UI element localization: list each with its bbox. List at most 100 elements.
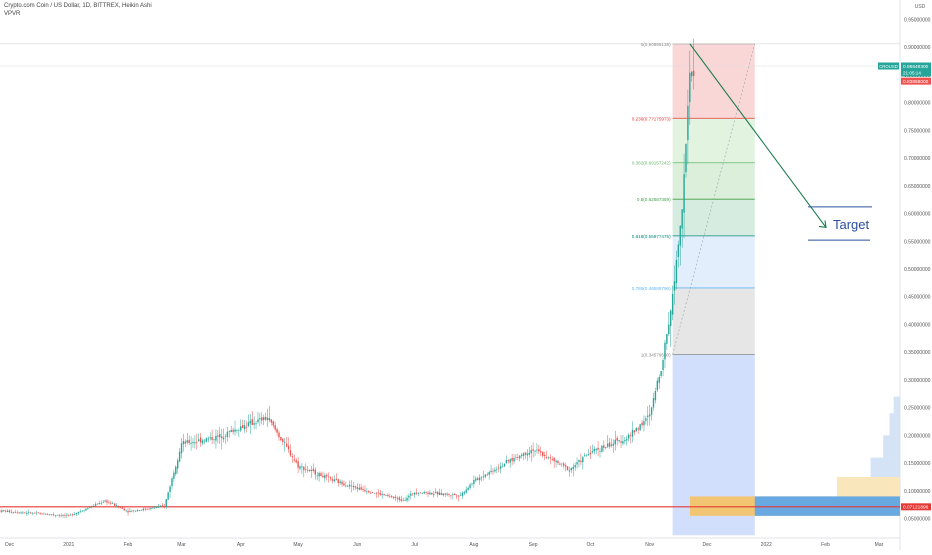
candle-body	[268, 418, 271, 421]
candle-body	[173, 472, 175, 479]
candle-body	[629, 435, 632, 436]
candle-body	[413, 492, 416, 495]
candle-body	[666, 333, 668, 344]
candle-body	[570, 467, 573, 471]
candle-body	[555, 460, 557, 463]
candle-body	[396, 498, 399, 499]
candle-body	[230, 430, 232, 433]
volume-profile-bar	[893, 396, 900, 414]
x-tick-label: Feb	[124, 542, 133, 548]
candle-body	[37, 512, 39, 514]
candle-body	[327, 476, 330, 478]
candle-body	[188, 439, 190, 444]
current-price-tag: 0.86649300	[903, 64, 929, 70]
candle-body	[477, 478, 479, 480]
candle-body	[243, 425, 246, 430]
candle-body	[18, 512, 20, 514]
candle-body	[236, 430, 238, 432]
candle-body	[77, 512, 80, 514]
candle-body	[496, 468, 498, 470]
candle-body	[438, 492, 441, 496]
candle-body	[20, 512, 22, 514]
candle-body	[213, 439, 215, 441]
candle-body	[270, 419, 273, 423]
candle-body	[457, 495, 460, 497]
candle-body	[171, 478, 173, 487]
volume-profile-bar	[870, 457, 900, 477]
candle-body	[689, 72, 691, 103]
candle-body	[593, 449, 595, 452]
candle-body	[316, 475, 318, 477]
candle-body	[608, 442, 611, 447]
candle-body	[341, 481, 343, 485]
candle-body	[52, 514, 55, 516]
candle-body	[643, 421, 645, 426]
candle-body	[480, 477, 483, 479]
candle-body	[127, 511, 129, 513]
price-axis-bg	[900, 0, 932, 550]
candle-body	[255, 423, 257, 425]
candle-body	[320, 473, 322, 477]
x-tick-label: Nov	[645, 542, 654, 548]
candle-body	[220, 436, 223, 439]
candle-body	[234, 429, 236, 432]
candle-body	[324, 475, 326, 479]
candle-body	[261, 417, 263, 421]
candle-body	[303, 466, 305, 471]
candle-body	[75, 512, 78, 515]
fib-level-label: 0(0.90595138)	[641, 42, 671, 47]
candle-body	[551, 459, 553, 460]
candle-body	[584, 455, 586, 457]
candle-body	[431, 492, 433, 495]
candle-body	[251, 419, 253, 426]
candle-body	[113, 503, 116, 506]
candle-body	[360, 487, 362, 490]
candle-body	[100, 503, 102, 504]
candle-body	[148, 508, 150, 510]
candle-body	[247, 422, 250, 427]
candle-body	[211, 436, 213, 440]
candle-body	[394, 496, 397, 498]
candle-body	[8, 510, 11, 512]
fib-zone	[672, 43, 755, 119]
candle-body	[144, 508, 146, 510]
candle-body	[249, 420, 252, 424]
indicator-label[interactable]: VPVR	[4, 11, 21, 17]
candle-body	[22, 512, 24, 514]
candle-body	[299, 466, 301, 469]
candle-body	[566, 466, 569, 471]
candle-body	[41, 513, 43, 515]
candle-body	[186, 440, 188, 443]
candle-body	[654, 390, 657, 401]
candle-body	[50, 514, 53, 515]
chart-title: Crypto.com Coin / US Dollar, 1D, BITTREX…	[4, 3, 152, 9]
candle-body	[501, 465, 504, 467]
candle-body	[266, 417, 269, 420]
candle-body	[595, 449, 597, 451]
candle-body	[287, 445, 290, 450]
symbol-tag: CROUSD	[879, 64, 898, 69]
candle-body	[616, 437, 618, 441]
x-tick-label: Jun	[353, 542, 361, 548]
candle-body	[39, 513, 41, 514]
candle-body	[112, 503, 114, 505]
candle-body	[465, 489, 467, 493]
candle-body	[370, 492, 372, 494]
candle-body	[159, 505, 162, 507]
candle-body	[45, 514, 47, 515]
candle-body	[520, 454, 523, 456]
candle-body	[364, 489, 366, 492]
candle-body	[335, 478, 338, 480]
candle-body	[446, 493, 448, 495]
candle-body	[484, 474, 487, 477]
candle-body	[427, 492, 429, 494]
currency-label: USD	[915, 4, 926, 10]
fib-zone	[672, 118, 755, 163]
candle-body	[142, 508, 145, 511]
candle-body	[35, 512, 38, 514]
candle-body	[660, 371, 662, 376]
candle-body	[549, 457, 552, 459]
volume-profile-bar	[889, 413, 900, 436]
